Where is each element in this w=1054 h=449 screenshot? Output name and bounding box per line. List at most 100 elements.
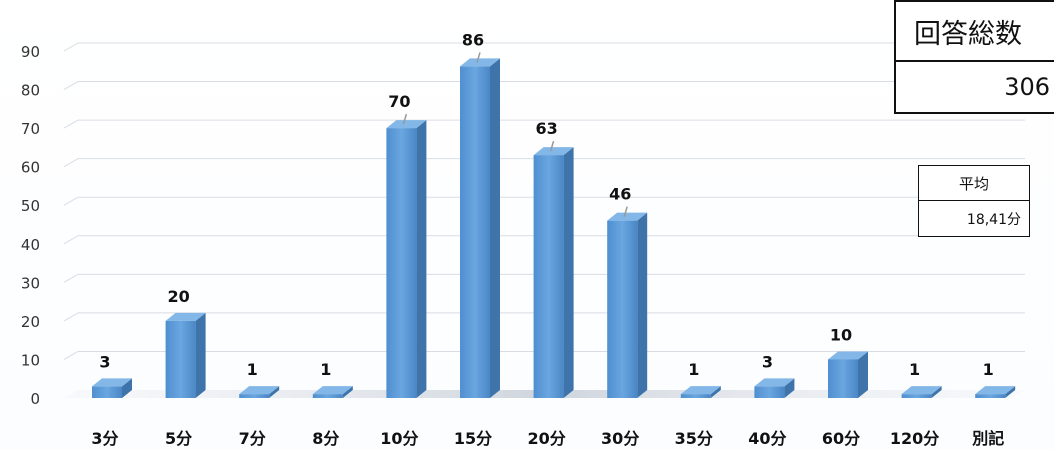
gridline-edge: [63, 42, 79, 52]
y-tick-label: 80: [21, 82, 40, 100]
y-tick-label: 10: [21, 351, 40, 369]
bar: [607, 212, 648, 398]
bar-side: [858, 351, 868, 398]
bar: [239, 386, 280, 398]
bar-side: [710, 386, 721, 398]
x-category-label: 35分: [675, 429, 713, 448]
x-category-label: 20分: [527, 429, 565, 448]
x-category-label: 30分: [601, 429, 639, 448]
bar-front: [312, 394, 343, 398]
gridline-edge: [63, 196, 79, 206]
data-label: 1: [320, 360, 331, 379]
x-category-label: 40分: [748, 429, 786, 448]
bars: [92, 58, 1016, 399]
total-responses-value: 306: [1004, 73, 1050, 101]
bar: [533, 147, 574, 398]
bar-top: [312, 386, 353, 395]
bar: [460, 58, 500, 399]
average-value: 18,41分: [966, 211, 1021, 228]
bar-side: [784, 378, 795, 398]
bar-front: [607, 220, 638, 398]
bar-side: [195, 312, 206, 398]
leader-line: [476, 52, 481, 63]
bar: [828, 351, 868, 398]
x-category-label: 8分: [312, 429, 339, 448]
y-tick-label: 0: [30, 390, 40, 408]
bar-front: [239, 394, 270, 398]
data-label: 46: [609, 185, 631, 204]
data-label: 63: [535, 119, 557, 138]
bar-front: [92, 386, 122, 398]
x-category-label: 120分: [890, 429, 939, 448]
average-box: 平均 18,41分: [918, 165, 1030, 237]
leader-line: [623, 206, 628, 217]
bar: [92, 378, 132, 398]
leader-line: [549, 140, 555, 152]
bar-top: [239, 386, 280, 395]
gridline-edge: [63, 119, 79, 129]
bar-front: [386, 128, 417, 398]
bar-front: [975, 394, 1006, 398]
x-category-label: 3分: [91, 429, 118, 448]
data-label: 10: [830, 325, 852, 344]
bar-front: [680, 394, 711, 398]
x-category-label: 別記: [972, 429, 1004, 448]
bar-side: [342, 386, 353, 398]
bar-top: [828, 351, 868, 360]
data-label: 3: [762, 352, 773, 371]
x-category-label: 7分: [239, 429, 266, 448]
bar-top: [386, 120, 427, 129]
gridline-edge: [63, 81, 79, 90]
bar-front: [754, 386, 785, 398]
x-category-label: 15分: [454, 429, 492, 448]
data-label: 70: [388, 92, 410, 111]
gridline-edge: [63, 312, 79, 322]
gridline-edge: [63, 235, 79, 245]
bar-top: [975, 386, 1016, 395]
bar-side: [122, 378, 132, 398]
x-category-label: 10分: [380, 429, 418, 448]
data-label: 1: [983, 360, 994, 379]
bar-side: [563, 147, 574, 398]
bar-side: [269, 386, 280, 398]
bar-side: [490, 58, 500, 399]
bar-front: [828, 359, 858, 398]
data-label: 1: [247, 360, 258, 379]
data-label: 1: [909, 360, 920, 379]
y-tick-label: 30: [21, 274, 40, 292]
bar: [975, 386, 1016, 398]
bar-top: [460, 58, 500, 67]
bar: [312, 386, 353, 398]
bar-front: [460, 66, 490, 398]
x-axis-categories: 3分 5分 7分 8分 10分 15分 20分 30分 35分 40分 60分 120分 別記: [91, 429, 1004, 448]
data-labels: 3 20 1 1 70 86 63 46 1 3 10 1 1: [99, 30, 993, 379]
bar: [386, 120, 427, 398]
data-label: 1: [688, 360, 699, 379]
bar-side: [931, 386, 942, 398]
bar-side: [637, 212, 648, 398]
bar-top: [533, 147, 574, 156]
bar-front: [533, 155, 564, 398]
bar: [754, 378, 795, 398]
gridline-edge: [63, 158, 79, 168]
y-tick-label: 40: [21, 236, 40, 254]
y-tick-label: 90: [21, 43, 40, 61]
gridline-edge: [63, 351, 79, 360]
total-responses-label: 回答総数: [896, 2, 1054, 62]
bar-front: [165, 320, 196, 398]
y-tick-label: 70: [21, 120, 40, 138]
bar-side: [1005, 386, 1016, 398]
data-label: 86: [462, 30, 484, 49]
y-tick-label: 60: [21, 159, 40, 177]
y-axis-ticks: 0 10 20 30 40 50 60 70 80 90: [21, 43, 40, 408]
data-label: 20: [167, 287, 189, 306]
bar-top: [754, 378, 795, 387]
bar-top: [165, 312, 206, 321]
data-label: 3: [99, 352, 110, 371]
bar-top: [901, 386, 942, 395]
bar: [901, 386, 942, 398]
y-tick-label: 50: [21, 197, 40, 215]
bar-front: [901, 394, 932, 398]
average-label: 平均: [919, 166, 1029, 201]
